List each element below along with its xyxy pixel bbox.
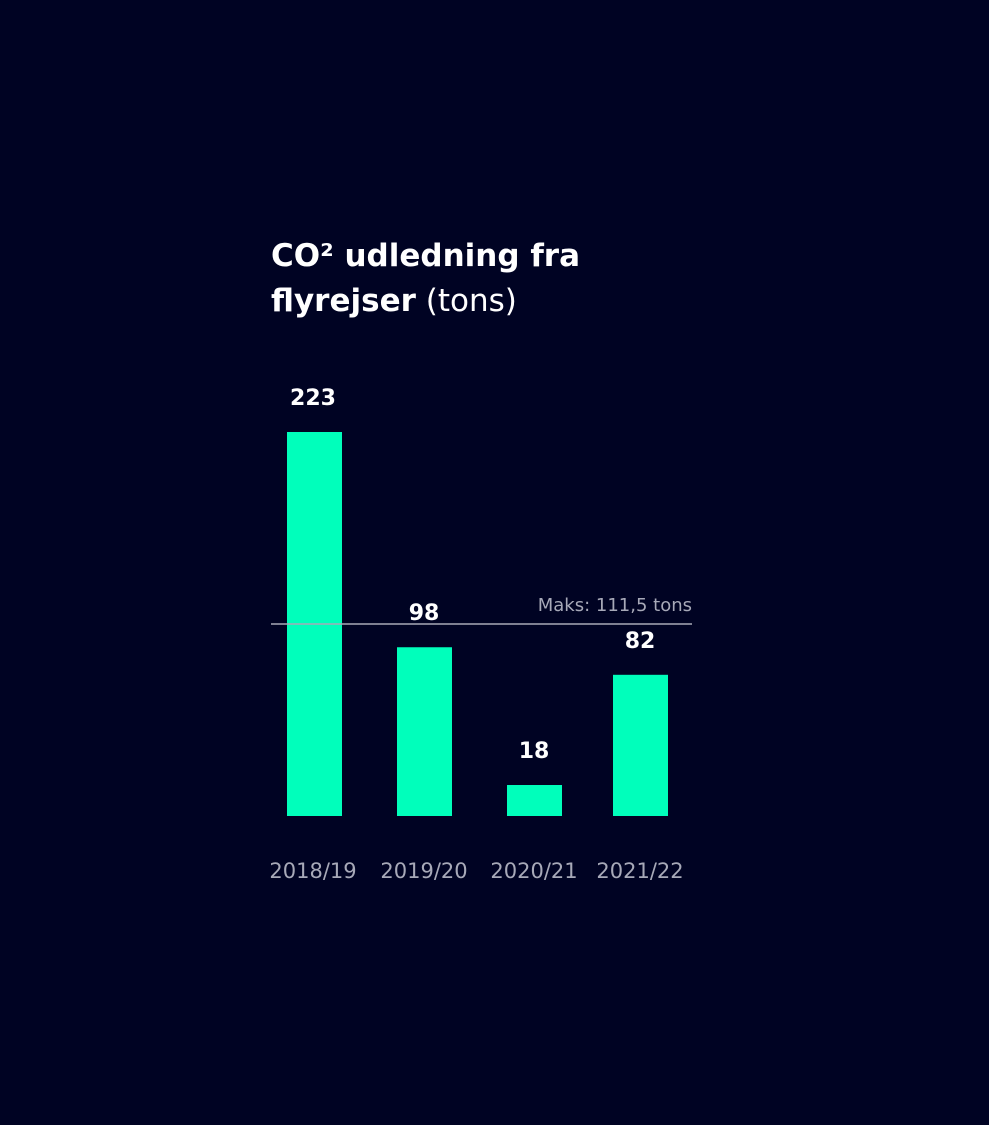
reference-line-label: Maks: 111,5 tons — [538, 595, 692, 616]
bar-2021-22 — [613, 674, 668, 816]
category-label-2018-19: 2018/19 — [269, 859, 356, 883]
chart-title-line-2: flyrejser (tons) — [271, 279, 731, 324]
value-label-2019-20: 98 — [409, 601, 440, 626]
value-label-2018-19: 223 — [290, 386, 336, 411]
bar-2020-21 — [507, 785, 562, 816]
value-label-2021-22: 82 — [625, 629, 656, 654]
chart-title: CO² udledning fra flyrejser (tons) — [271, 234, 731, 324]
chart-title-bold-part: flyrejser — [271, 283, 416, 319]
chart-title-unit: (tons) — [415, 283, 517, 319]
chart-title-line-1: CO² udledning fra — [271, 238, 581, 274]
category-label-2021-22: 2021/22 — [596, 859, 683, 883]
value-label-2020-21: 18 — [519, 739, 550, 764]
category-label-2020-21: 2020/21 — [490, 859, 577, 883]
category-label-2019-20: 2019/20 — [380, 859, 467, 883]
bar-2019-20 — [397, 647, 452, 816]
